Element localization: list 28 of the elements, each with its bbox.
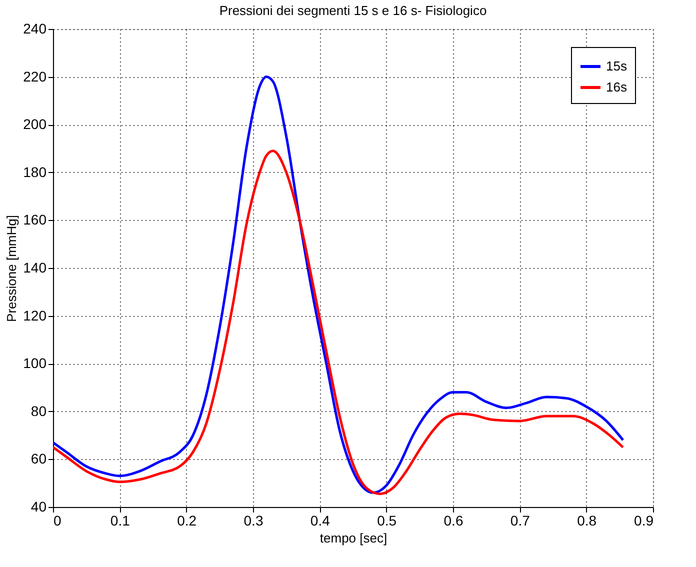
y-tick-label: 60 [30, 450, 47, 467]
y-tick-label: 240 [23, 20, 47, 36]
x-tick-label: 0 [54, 512, 62, 528]
x-tick-label: 0.4 [310, 512, 330, 528]
legend-label: 15s [606, 58, 628, 74]
y-tick-label: 140 [23, 260, 47, 276]
x-tick-label: 0.1 [110, 512, 130, 528]
y-tick-label: 40 [30, 498, 47, 514]
y-tick-label: 200 [23, 116, 47, 132]
chart-title: Pressioni dei segmenti 15 s e 16 s- Fisiologico [219, 3, 487, 18]
line-series [53, 150, 624, 496]
y-tick-label: 80 [30, 402, 47, 419]
legend-label: 16s [606, 80, 628, 94]
line-series [53, 76, 624, 494]
x-tick-label: 0.5 [377, 512, 397, 528]
y-tick-label: 100 [23, 355, 47, 372]
x-tick-label: 0.8 [577, 512, 597, 528]
x-tick-label: 0.6 [444, 512, 464, 528]
x-axis-title: tempo [sec] [320, 530, 388, 546]
x-tick-label: 0.3 [244, 512, 264, 528]
y-tick-label: 220 [23, 68, 47, 84]
y-axis-title: Pressione [mmHg] [4, 215, 20, 322]
y-tick-label: 160 [23, 212, 47, 228]
x-tick-label: 0.7 [510, 512, 530, 528]
y-tick-label: 120 [23, 307, 47, 324]
y-tick-label: 180 [23, 164, 47, 180]
x-tick-label: 0.2 [177, 512, 197, 528]
x-tick-label: 0.9 [634, 512, 654, 528]
